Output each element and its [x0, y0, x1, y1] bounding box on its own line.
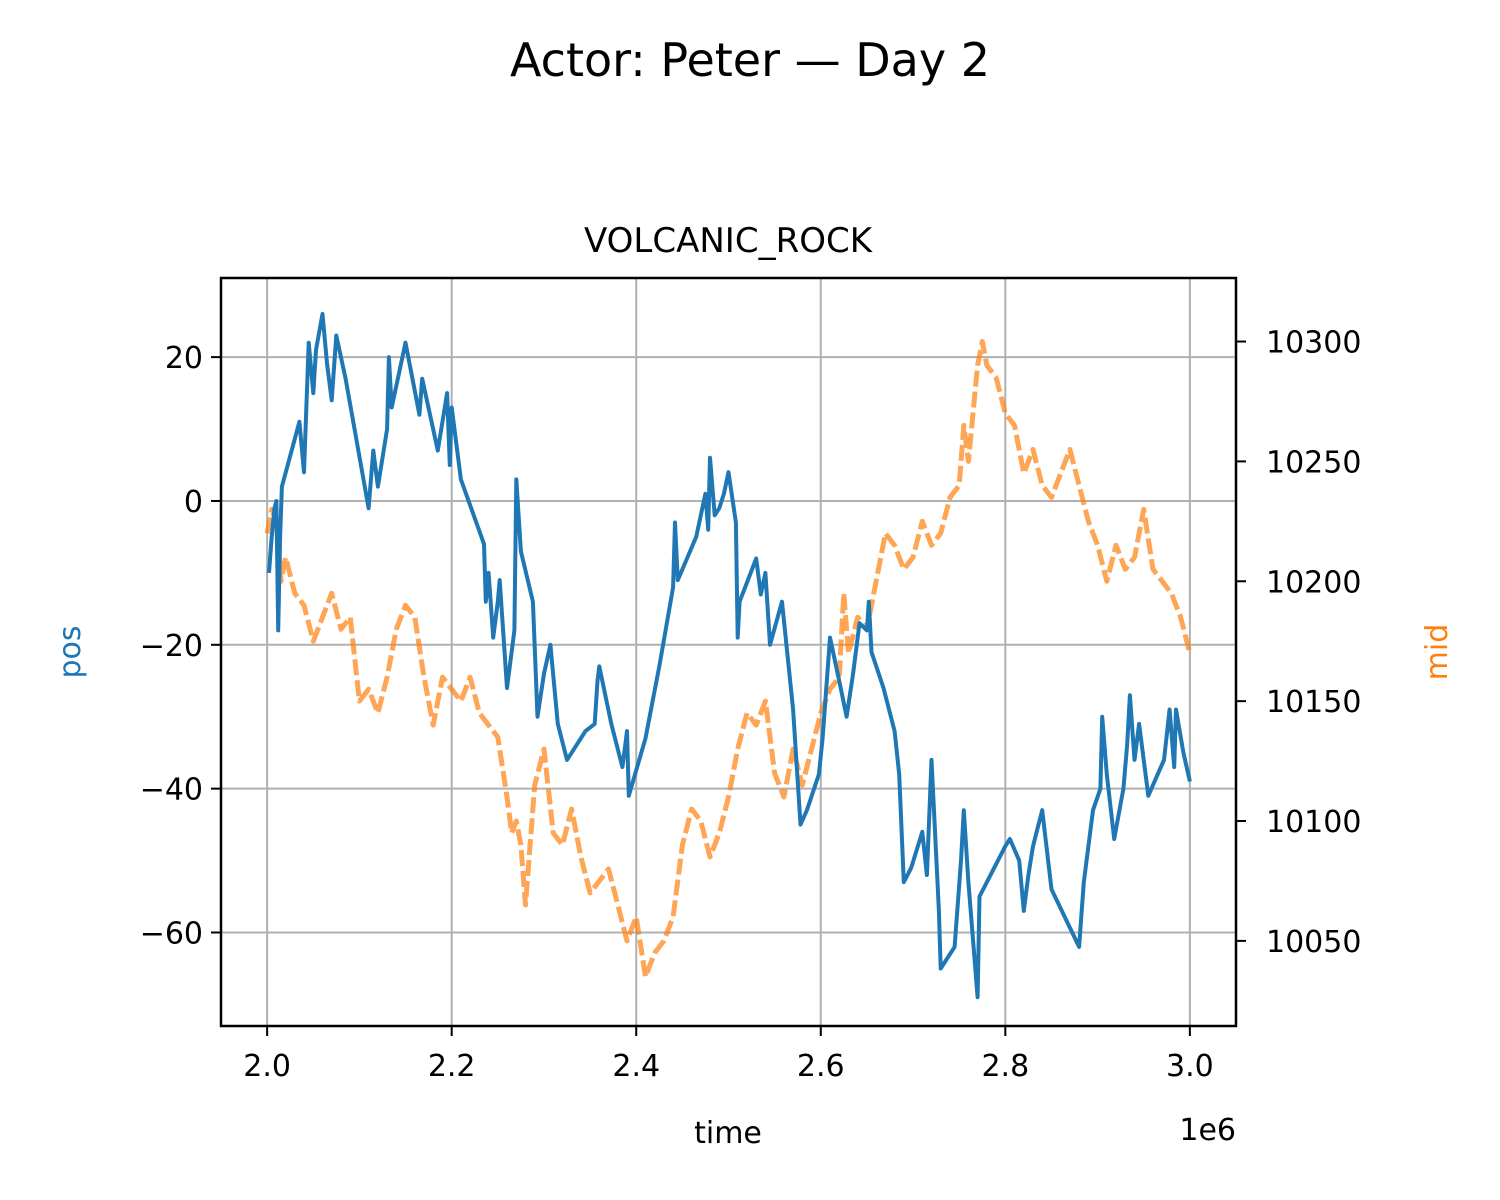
x-axis-label: time [694, 1116, 762, 1151]
y-right-tick-label: 10050 [1266, 925, 1361, 960]
y-left-tick-label: −60 [140, 917, 203, 952]
x-axis-offset-label: 1e6 [1179, 1113, 1236, 1148]
y-left-tick-label: −40 [140, 773, 203, 808]
chart-title: VOLCANIC_ROCK [584, 221, 874, 261]
x-tick-label: 2.4 [612, 1049, 660, 1084]
y-left-tick-label: 20 [165, 341, 203, 376]
x-axis-ticks: 2.0 2.2 2.4 2.6 2.8 3.0 [243, 1026, 1214, 1084]
y-left-axis-label: pos [53, 625, 88, 678]
x-tick-label: 2.2 [428, 1049, 476, 1084]
y-right-axis-ticks: 10300 10250 10200 10150 10100 10050 [1236, 326, 1361, 960]
series-line-pos [267, 312, 1192, 1000]
plot-frame [219, 276, 1238, 1028]
y-right-tick-label: 10100 [1266, 805, 1361, 840]
x-tick-label: 2.6 [797, 1049, 845, 1084]
y-right-tick-label: 10200 [1266, 565, 1361, 600]
x-tick-label: 2.0 [243, 1049, 291, 1084]
x-tick-label: 3.0 [1166, 1049, 1214, 1084]
y-left-tick-label: −20 [140, 629, 203, 664]
y-right-tick-label: 10250 [1266, 445, 1361, 480]
y-right-axis-label: mid [1420, 624, 1455, 681]
x-tick-label: 2.8 [981, 1049, 1029, 1084]
y-left-axis-ticks: 20 0 −20 −40 −60 [140, 341, 221, 952]
chart-suptitle: Actor: Peter — Day 2 [510, 33, 990, 87]
y-right-tick-label: 10150 [1266, 685, 1361, 720]
y-left-tick-label: 0 [184, 485, 203, 520]
y-right-tick-label: 10300 [1266, 326, 1361, 361]
series-line-mid [264, 339, 1193, 980]
